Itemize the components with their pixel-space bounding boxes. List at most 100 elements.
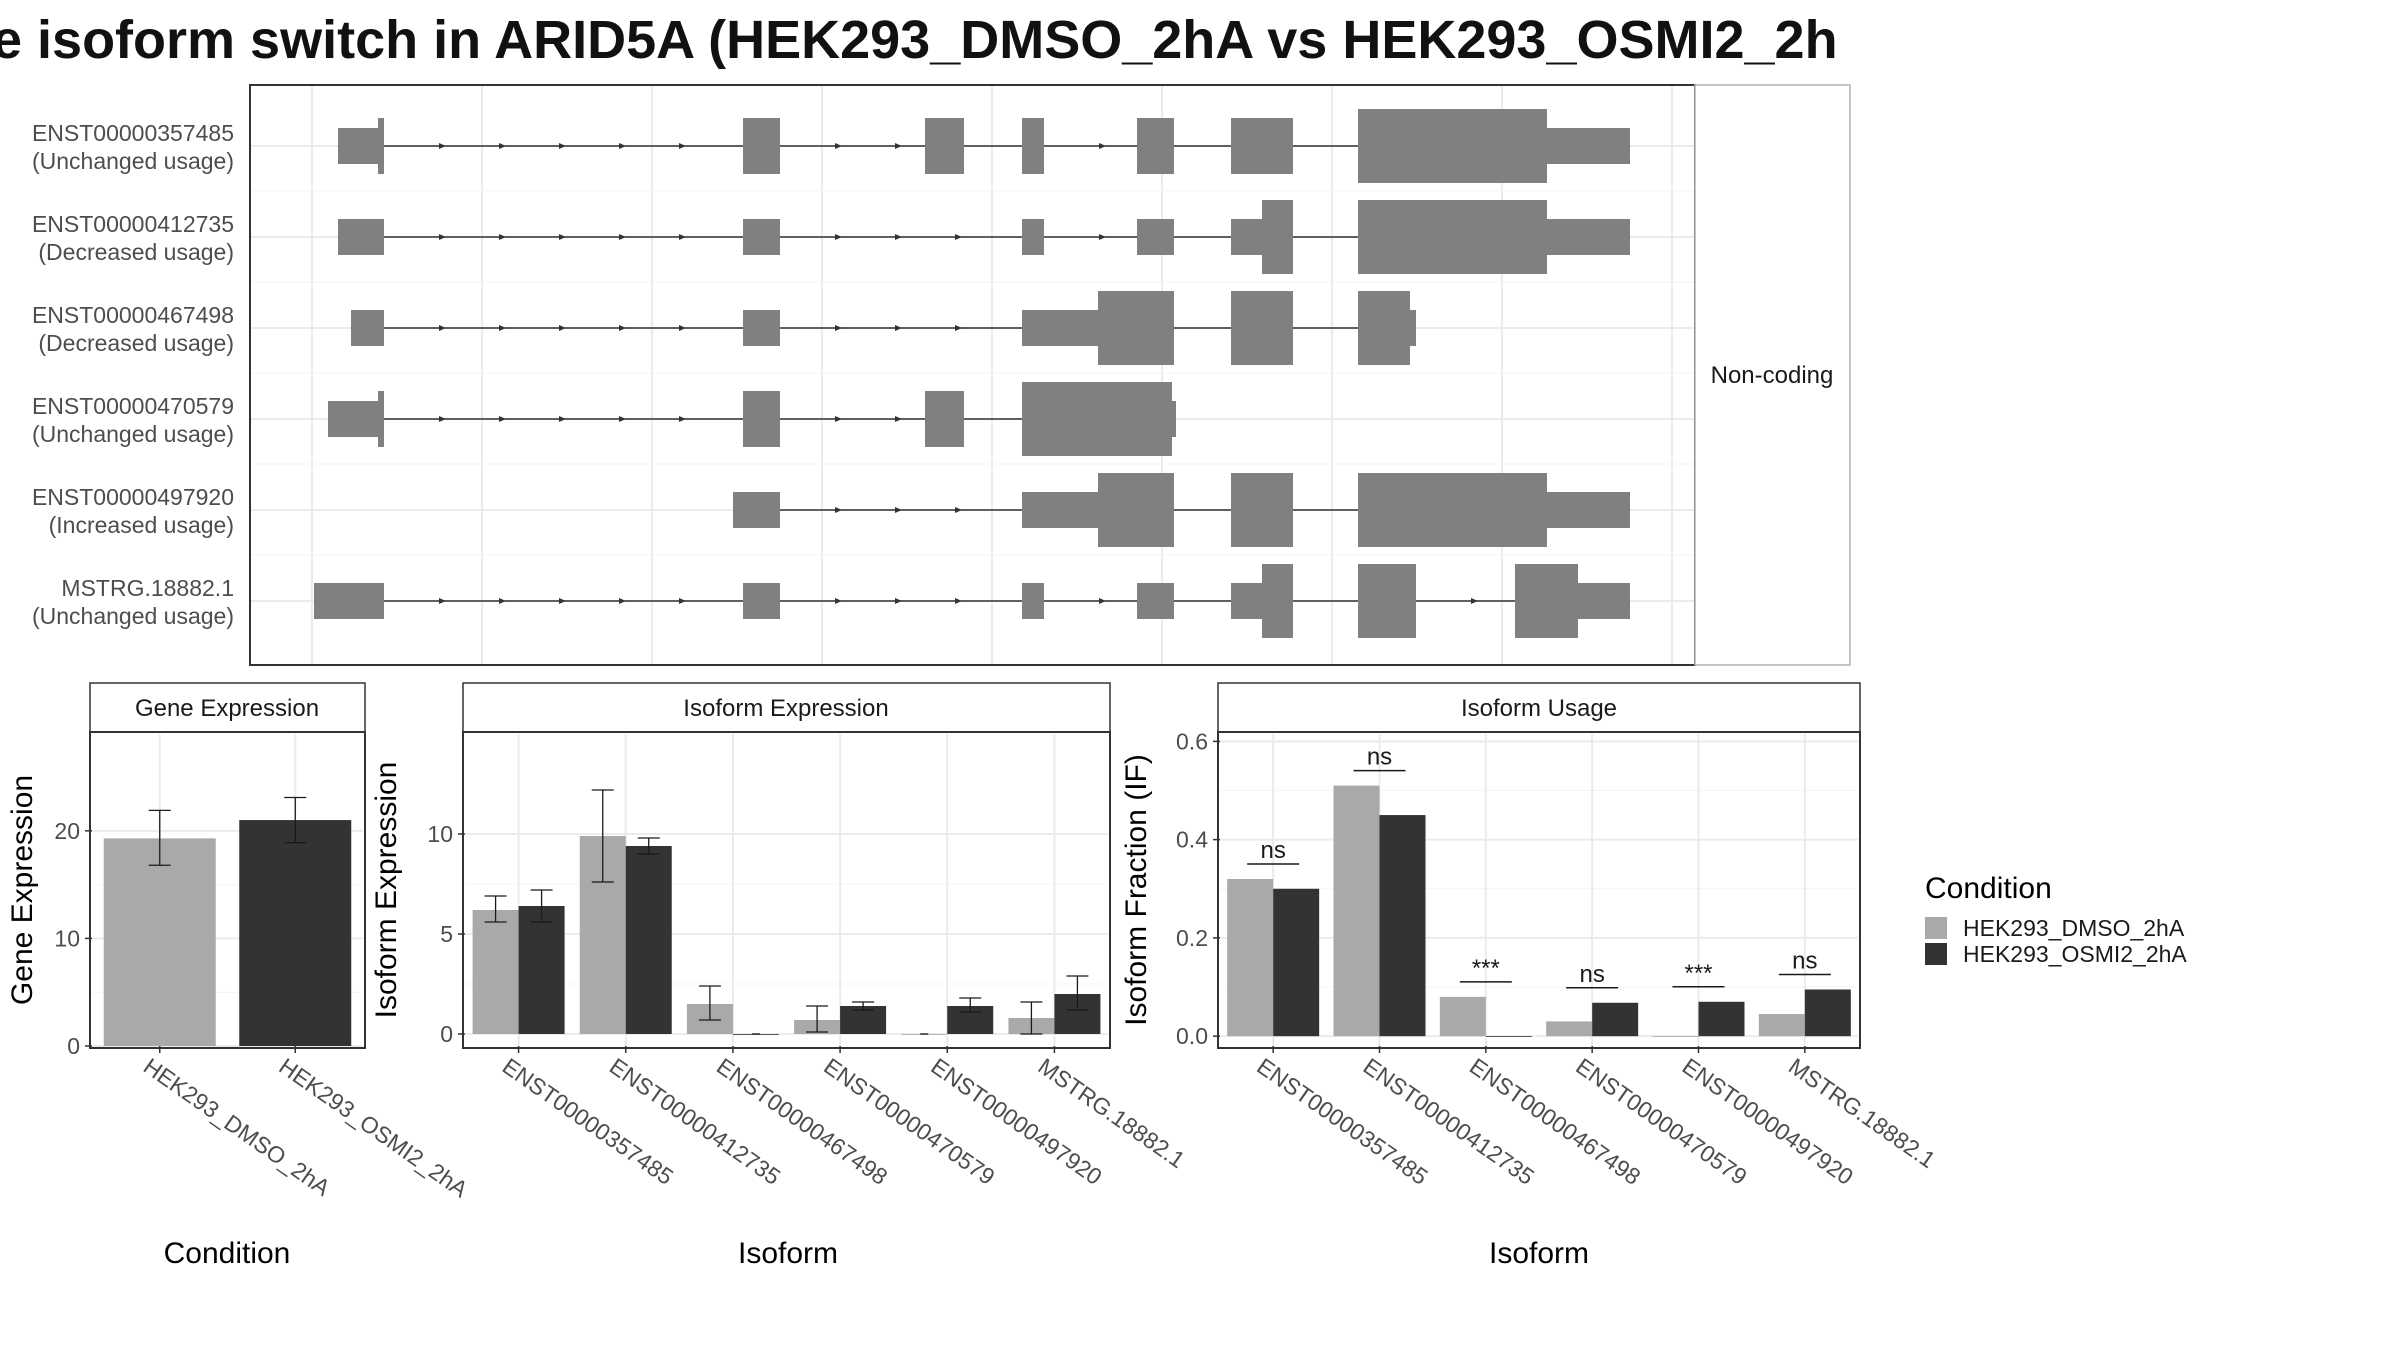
gene-expression-strip xyxy=(89,682,366,733)
exon-block xyxy=(1022,310,1098,346)
exon-block xyxy=(338,128,378,164)
isoform-expression-panel: Isoform Expression 0510ENST00000357485EN… xyxy=(370,682,1190,1270)
bar xyxy=(1379,815,1426,1037)
significance-label: *** xyxy=(1684,960,1712,987)
transcript-usage-label: (Decreased usage) xyxy=(38,330,234,356)
y-tick-label: 5 xyxy=(440,921,453,947)
exon-block xyxy=(328,401,378,437)
significance-label: *** xyxy=(1472,955,1500,982)
intron-arrow xyxy=(955,325,962,331)
isoform-usage-plot-border xyxy=(1217,731,1861,1049)
y-tick-label: 0.2 xyxy=(1176,925,1208,951)
intron-arrow xyxy=(559,416,566,422)
gene-expression-y-axis-title: Gene Expression xyxy=(6,775,39,1005)
transcript-ENST00000467498: ENST00000467498(Decreased usage) xyxy=(32,291,1416,365)
exon-block xyxy=(1358,473,1547,547)
intron-arrow xyxy=(619,325,626,331)
intron-arrow xyxy=(1099,234,1106,240)
exon-block xyxy=(925,391,964,447)
figure-title: e isoform switch in ARID5A (HEK293_DMSO_… xyxy=(0,10,1838,70)
exon-block xyxy=(1547,128,1630,164)
exon-block xyxy=(1137,219,1174,255)
exon-block xyxy=(733,492,780,528)
transcript-ENST00000412735: ENST00000412735(Decreased usage) xyxy=(32,200,1630,274)
intron-arrow xyxy=(619,234,626,240)
bar xyxy=(1333,785,1380,1037)
intron-arrow xyxy=(1099,143,1106,149)
intron-arrow xyxy=(559,598,566,604)
y-tick-label: 10 xyxy=(54,925,80,951)
intron-arrow xyxy=(895,143,902,149)
exon-block xyxy=(1358,564,1416,638)
exon-block xyxy=(1515,564,1578,638)
intron-arrow xyxy=(679,234,686,240)
x-tick-label: ENST00000467498 xyxy=(1465,1053,1645,1190)
significance-label: ns xyxy=(1792,947,1817,974)
transcript-ENST00000357485: ENST00000357485(Unchanged usage) xyxy=(32,109,1630,183)
x-tick-label: ENST00000497920 xyxy=(1678,1053,1858,1190)
legend-swatch-osmi2 xyxy=(1925,943,1947,965)
transcript-usage-label: (Unchanged usage) xyxy=(32,603,234,629)
gene-expression-x-axis-title: Condition xyxy=(164,1237,291,1270)
legend-label-osmi2: HEK293_OSMI2_2hA xyxy=(1963,941,2187,967)
x-tick-label: ENST00000497920 xyxy=(926,1053,1106,1190)
transcript-id-label: ENST00000357485 xyxy=(32,120,234,146)
exon-block xyxy=(1022,492,1098,528)
bar xyxy=(472,910,519,1034)
bar xyxy=(625,846,672,1034)
intron-arrow xyxy=(559,143,566,149)
exon-block xyxy=(1358,291,1410,365)
exon-block xyxy=(743,118,780,174)
exon-block xyxy=(351,310,384,346)
intron-arrow xyxy=(619,598,626,604)
exon-block xyxy=(1358,109,1547,183)
transcript-id-label: ENST00000470579 xyxy=(32,393,234,419)
exon-block xyxy=(1231,291,1293,365)
intron-arrow xyxy=(499,598,506,604)
isoform-expression-plot-border xyxy=(462,731,1111,1049)
exon-block xyxy=(1137,583,1174,619)
intron-arrow xyxy=(679,416,686,422)
bar xyxy=(518,906,565,1034)
legend-title: Condition xyxy=(1925,872,2052,905)
isoform-usage-strip xyxy=(1217,682,1861,733)
significance-label: ns xyxy=(1367,744,1392,771)
intron-arrow xyxy=(835,507,842,513)
intron-arrow xyxy=(835,325,842,331)
x-tick-label: ENST00000357485 xyxy=(498,1053,678,1190)
exon-block xyxy=(743,219,780,255)
significance-label: ns xyxy=(1260,837,1285,864)
y-tick-label: 0 xyxy=(67,1033,80,1059)
isoform-expression-x-axis-title: Isoform xyxy=(738,1237,838,1270)
exon-block xyxy=(378,118,384,174)
exon-block xyxy=(1098,473,1174,547)
intron-arrow xyxy=(559,234,566,240)
structure-side-strip xyxy=(1694,84,1851,666)
intron-arrow xyxy=(439,325,446,331)
exon-block xyxy=(1231,118,1293,174)
intron-arrow xyxy=(895,416,902,422)
transcript-usage-label: (Increased usage) xyxy=(49,512,234,538)
isoform-usage-strip-title: Isoform Usage xyxy=(1461,695,1617,722)
exon-block xyxy=(1231,473,1293,547)
y-tick-label: 0 xyxy=(440,1021,453,1047)
bar xyxy=(1652,1036,1699,1037)
bar xyxy=(239,820,352,1046)
exon-block xyxy=(1098,291,1174,365)
transcript-id-label: ENST00000412735 xyxy=(32,211,234,237)
exon-block xyxy=(1547,219,1630,255)
intron-arrow xyxy=(499,416,506,422)
bar xyxy=(1804,989,1851,1037)
exon-block xyxy=(1172,401,1176,437)
exon-block xyxy=(1022,382,1172,456)
transcript-id-label: ENST00000497920 xyxy=(32,484,234,510)
transcript-usage-label: (Unchanged usage) xyxy=(32,421,234,447)
y-tick-label: 20 xyxy=(54,818,80,844)
intron-arrow xyxy=(439,416,446,422)
intron-arrow xyxy=(895,598,902,604)
transcript-ENST00000497920: ENST00000497920(Increased usage) xyxy=(32,473,1630,547)
transcript-ENST00000470579: ENST00000470579(Unchanged usage) xyxy=(32,382,1176,456)
intron-arrow xyxy=(499,234,506,240)
bar xyxy=(1546,1021,1593,1037)
